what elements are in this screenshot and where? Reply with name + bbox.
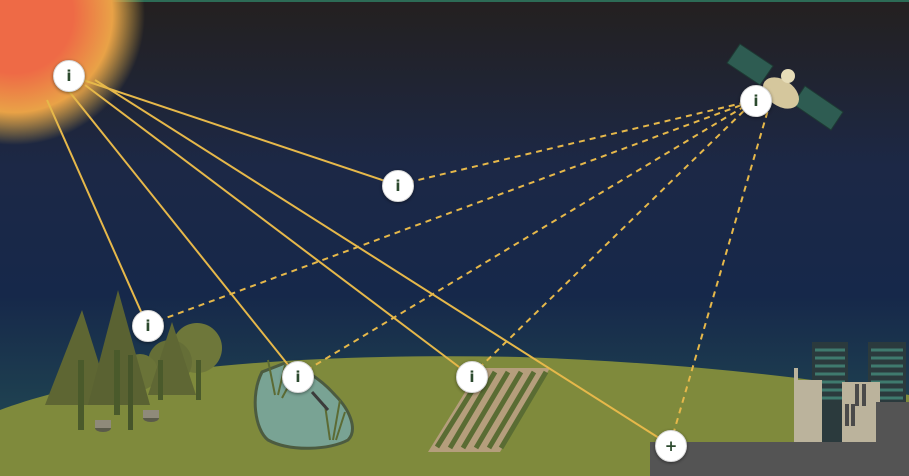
sun-info-button[interactable]: i xyxy=(53,60,85,92)
city xyxy=(794,342,909,442)
info-icon: i xyxy=(145,316,151,335)
forest-info-button[interactable]: i xyxy=(132,310,164,342)
info-icon: i xyxy=(469,367,475,386)
urban-expand-button[interactable]: + xyxy=(655,430,687,462)
info-icon: i xyxy=(66,66,72,85)
wetland xyxy=(253,359,354,450)
info-icon: i xyxy=(295,367,301,386)
forest xyxy=(45,290,222,432)
satellite-info-button[interactable]: i xyxy=(740,85,772,117)
wetland-info-button[interactable]: i xyxy=(282,361,314,393)
reflected-rays xyxy=(146,99,769,446)
info-icon: i xyxy=(395,176,401,195)
atmosphere-info-button[interactable]: i xyxy=(382,170,414,202)
info-icon: i xyxy=(753,91,759,110)
cropland xyxy=(428,368,550,452)
top-border xyxy=(0,0,909,2)
urban-ground xyxy=(650,442,909,476)
incident-rays xyxy=(46,74,671,446)
cropland-info-button[interactable]: i xyxy=(456,361,488,393)
plus-icon: + xyxy=(664,436,678,455)
